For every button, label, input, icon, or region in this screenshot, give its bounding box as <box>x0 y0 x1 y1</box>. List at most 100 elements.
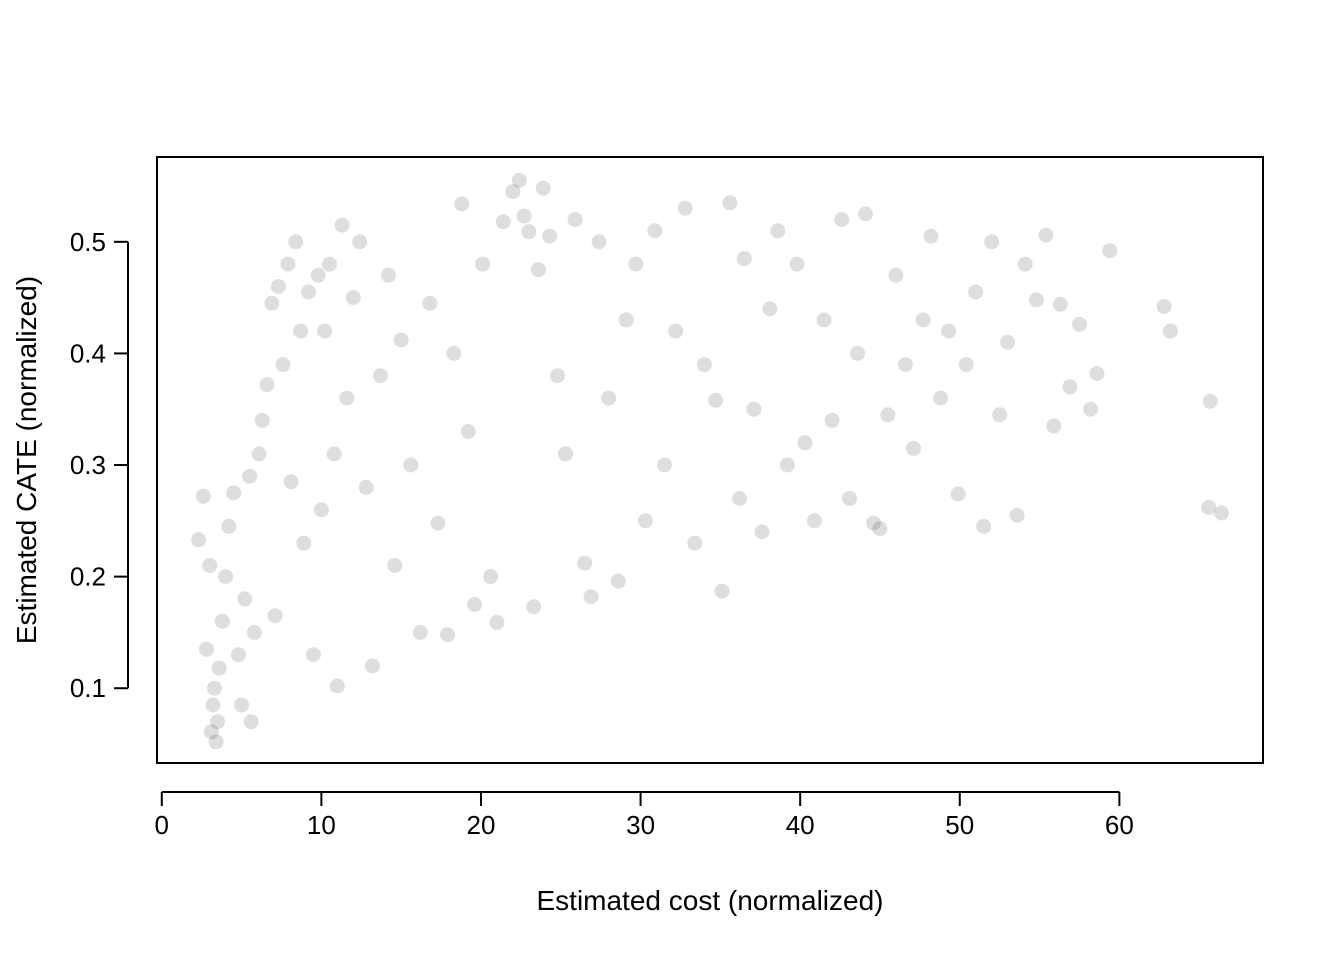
scatter-point <box>880 407 896 423</box>
scatter-point <box>1162 323 1178 339</box>
scatter-point <box>317 323 333 339</box>
scatter-point <box>246 624 262 640</box>
y-tick-label: 0.1 <box>70 673 106 703</box>
scatter-point <box>550 368 566 384</box>
scatter-point <box>267 608 283 624</box>
scatter-point <box>280 256 296 272</box>
scatter-point <box>365 658 380 674</box>
scatter-point <box>807 513 822 529</box>
scatter-point <box>968 284 984 300</box>
scatter-point <box>834 212 850 227</box>
scatter-point <box>1156 299 1172 314</box>
scatter-point <box>242 468 258 484</box>
scatter-point <box>677 200 693 216</box>
x-tick-label: 50 <box>945 810 974 840</box>
scatter-point <box>779 457 795 473</box>
scatter-point <box>950 486 966 502</box>
scatter-point <box>440 627 455 643</box>
scatter-point <box>888 267 904 283</box>
scatter-point <box>329 678 345 694</box>
scatter-point <box>243 714 259 730</box>
scatter-point <box>567 212 583 227</box>
y-tick-label: 0.3 <box>70 450 106 480</box>
scatter-point <box>591 234 607 250</box>
scatter-point <box>446 345 462 361</box>
scatter-point <box>202 558 218 573</box>
scatter-point <box>422 295 438 311</box>
scatter-point <box>460 424 476 439</box>
scatter-point <box>211 660 227 676</box>
x-tick-label: 10 <box>307 810 336 840</box>
scatter-point <box>637 513 653 529</box>
scatter-point <box>221 518 237 534</box>
scatter-point <box>230 647 246 663</box>
scatter-point <box>199 641 214 657</box>
scatter-point <box>393 332 409 348</box>
y-tick-label: 0.5 <box>70 227 106 257</box>
scatter-point <box>1052 296 1068 312</box>
scatter-point <box>358 479 374 495</box>
scatter-point <box>601 390 617 406</box>
scatter-point <box>210 714 226 730</box>
scatter-point <box>746 401 762 417</box>
scatter-point <box>412 624 428 640</box>
scatter-point <box>842 491 858 506</box>
scatter-point <box>403 457 419 473</box>
scatter-point <box>858 206 874 222</box>
scatter-point <box>467 597 483 612</box>
scatter-point <box>275 357 291 373</box>
scatter-point <box>191 532 206 548</box>
scatter-point <box>958 357 974 373</box>
scatter-point <box>1214 505 1229 521</box>
scatter-point <box>214 613 230 629</box>
scatter-point <box>218 569 234 585</box>
scatter-point <box>618 312 634 328</box>
y-axis-label: Estimated CATE (normalized) <box>11 276 42 644</box>
scatter-point <box>1000 334 1016 350</box>
scatter-point <box>866 515 882 531</box>
scatter-point <box>475 256 491 272</box>
scatter-point <box>301 284 317 300</box>
scatter-point <box>898 357 913 373</box>
scatter-point <box>334 217 350 233</box>
scatter-point <box>352 234 368 250</box>
scatter-point <box>647 223 663 239</box>
scatter-point <box>1038 227 1054 243</box>
scatter-point <box>628 256 644 272</box>
scatter-point <box>495 214 511 230</box>
scatter-point <box>1009 507 1025 523</box>
scatter-point <box>577 555 593 571</box>
scatter-points <box>191 172 1229 750</box>
scatter-point <box>288 234 304 250</box>
scatter-point <box>387 558 403 573</box>
scatter-point <box>1028 292 1044 308</box>
scatter-point <box>1046 418 1062 434</box>
scatter-point <box>430 515 446 531</box>
scatter-point <box>1201 499 1217 515</box>
scatter-point <box>283 474 299 490</box>
scatter-point <box>345 290 361 306</box>
scatter-point <box>489 614 505 630</box>
x-tick-label: 0 <box>155 810 169 840</box>
scatter-point <box>657 457 672 473</box>
scatter-point <box>326 446 342 462</box>
scatter-point <box>906 440 921 456</box>
scatter-point <box>310 267 326 283</box>
scatter-point <box>754 524 770 540</box>
scatter-point <box>234 697 250 713</box>
scatter-point <box>208 734 224 750</box>
scatter-point <box>251 446 267 462</box>
scatter-point <box>732 491 747 506</box>
scatter-point <box>583 589 599 605</box>
x-axis: 0 10 20 30 40 50 60 <box>155 791 1134 840</box>
scatter-point <box>535 180 551 196</box>
scatter-point <box>984 234 1000 250</box>
scatter-point <box>933 390 949 406</box>
scatter-point <box>483 569 499 585</box>
scatter-point <box>321 256 337 272</box>
x-tick-label: 20 <box>467 810 496 840</box>
y-tick-label: 0.2 <box>70 562 106 592</box>
y-tick-label: 0.4 <box>70 338 106 368</box>
scatter-point <box>293 323 309 339</box>
